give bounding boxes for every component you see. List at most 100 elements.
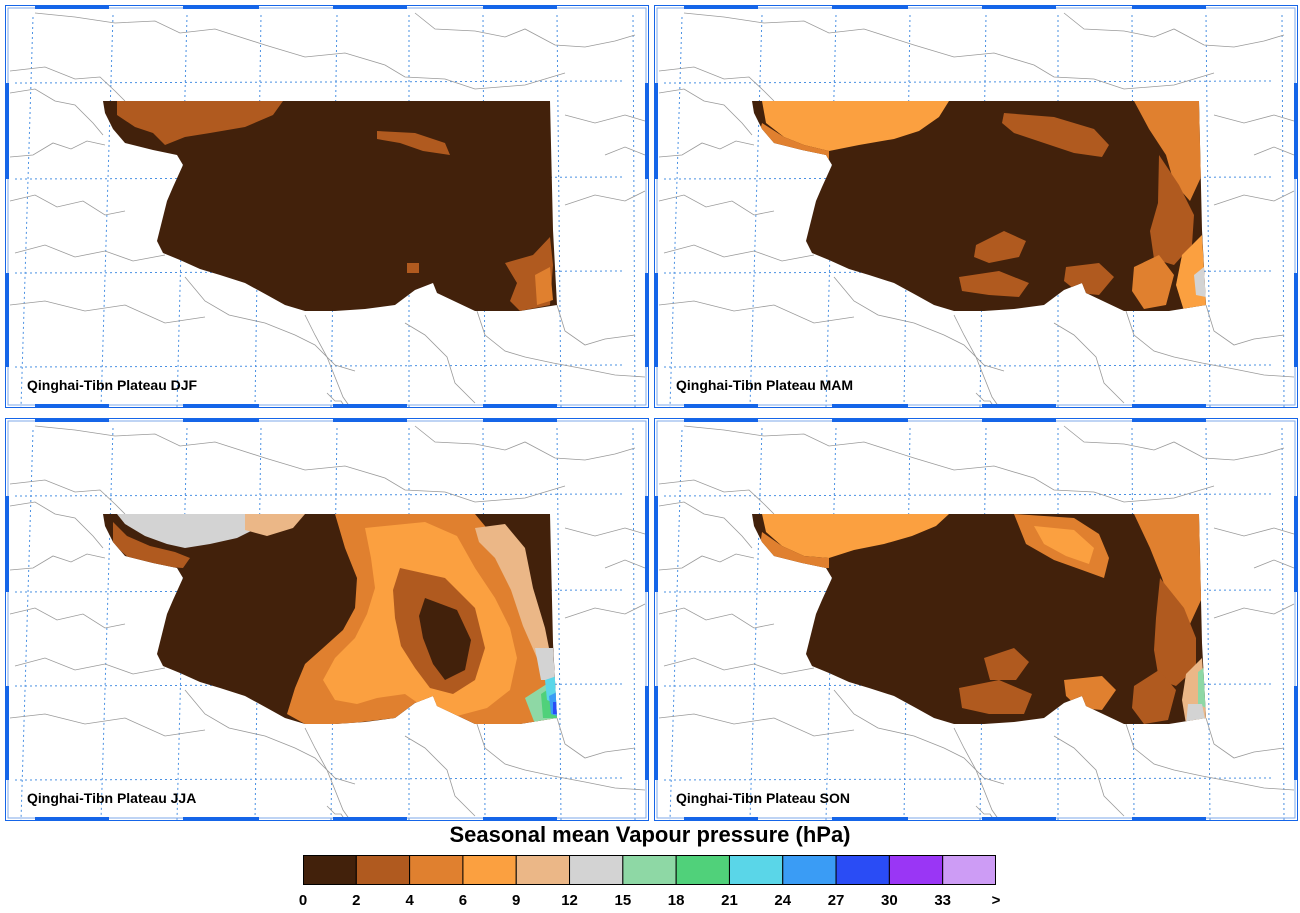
border-line: [404, 322, 476, 404]
pressure-region: [1198, 666, 1206, 708]
panel-title: Qinghai-Tibn Plateau JJA: [27, 790, 197, 806]
grid-line: [632, 427, 636, 821]
border-line: [34, 425, 566, 503]
country-borders: [658, 12, 1295, 408]
pressure-region: [1134, 101, 1202, 201]
frame-tick: [1132, 404, 1206, 408]
map-panel-djf: Qinghai-Tibn Plateau DJF: [5, 5, 649, 408]
border-line: [1213, 114, 1295, 124]
border-line: [9, 479, 126, 515]
legend-swatch: [782, 855, 837, 885]
frame-tick: [35, 817, 109, 821]
frame-tick: [333, 817, 407, 821]
border-line: [9, 140, 106, 158]
frame-tick: [832, 418, 908, 422]
grid-line: [556, 14, 562, 408]
legend-tick-label: 12: [561, 892, 578, 909]
grid-line: [100, 427, 114, 821]
border-line: [564, 114, 646, 124]
border-line: [9, 553, 106, 571]
border-line: [414, 425, 636, 461]
border-line: [1123, 304, 1295, 378]
map-svg: [654, 418, 1298, 821]
frame-tick: [982, 404, 1056, 408]
legend-tick-label: >: [991, 892, 1001, 909]
pressure-region: [475, 524, 551, 658]
pressure-region: [959, 680, 1032, 714]
pressure-region: [117, 101, 283, 145]
border-line: [14, 657, 166, 675]
legend-swatch: [569, 855, 624, 885]
border-line: [184, 276, 356, 372]
frame-tick: [483, 404, 557, 408]
map-panel-jja: Qinghai-Tibn Plateau JJA: [5, 418, 649, 821]
frame-tick: [333, 404, 407, 408]
border-line: [1253, 559, 1295, 569]
frame-tick: [654, 83, 658, 179]
frame-tick: [183, 418, 259, 422]
frame-ticks: [654, 418, 1298, 821]
border-line: [1063, 12, 1285, 48]
pressure-region: [245, 514, 305, 536]
country-borders: [9, 12, 646, 408]
border-line: [404, 735, 476, 817]
border-line: [474, 717, 646, 791]
legend-tick-label: 18: [667, 892, 685, 909]
grid-line: [1205, 14, 1211, 408]
grid-line: [1281, 14, 1285, 408]
border-line: [414, 12, 636, 48]
frame-tick: [1294, 273, 1298, 367]
border-line: [564, 603, 646, 619]
panel-frame: [654, 418, 1298, 821]
frame-tick: [645, 496, 649, 592]
border-line: [1205, 717, 1285, 759]
legend-swatch: [303, 855, 357, 885]
frame-tick: [1294, 83, 1298, 179]
border-line: [1063, 425, 1285, 461]
panel-inner-frame: [7, 7, 647, 406]
border-line: [658, 501, 753, 549]
border-line: [474, 304, 646, 378]
border-line: [1213, 190, 1295, 206]
pressure-region: [553, 702, 557, 714]
border-line: [953, 314, 1000, 408]
border-line: [683, 12, 1215, 90]
frame-tick: [35, 404, 109, 408]
vapour-pressure-field: [760, 101, 1206, 311]
frame-ticks: [654, 5, 1298, 408]
border-line: [953, 727, 1000, 821]
grid-line: [100, 14, 114, 408]
border-line: [9, 88, 104, 136]
legend-tick-label: 30: [881, 892, 898, 909]
grid-line: [663, 364, 1273, 368]
border-line: [663, 244, 815, 262]
pressure-region: [1154, 578, 1196, 686]
grid-line: [14, 364, 624, 368]
frame-tick: [483, 418, 557, 422]
frame-tick: [654, 496, 658, 592]
border-line: [658, 300, 855, 324]
vapour-pressure-field: [113, 514, 557, 724]
border-line: [658, 479, 775, 515]
frame-tick: [645, 686, 649, 780]
border-line: [658, 88, 753, 136]
pressure-region: [762, 514, 949, 558]
frame-tick: [333, 5, 407, 9]
frame-tick: [684, 5, 758, 9]
grid-line: [663, 777, 1273, 781]
legend-swatch: [835, 855, 890, 885]
frame-tick: [982, 817, 1056, 821]
border-line: [1205, 304, 1285, 346]
pressure-region: [1150, 155, 1194, 265]
border-line: [1123, 717, 1295, 791]
frame-tick: [333, 418, 407, 422]
legend-tick-label: 27: [827, 892, 845, 909]
frame-tick: [183, 817, 259, 821]
map-svg: [654, 5, 1298, 408]
pressure-region: [535, 648, 555, 680]
frame-tick: [183, 404, 259, 408]
frame-tick: [483, 817, 557, 821]
grid-line: [20, 16, 34, 408]
pressure-region: [1132, 670, 1176, 724]
border-line: [564, 190, 646, 206]
